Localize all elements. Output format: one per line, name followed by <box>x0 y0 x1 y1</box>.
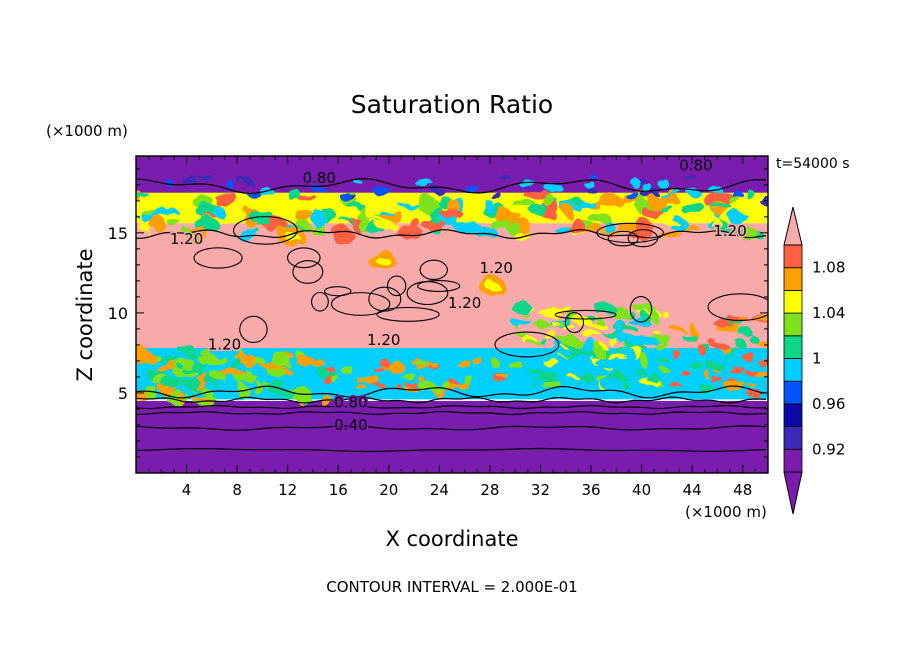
x-axis-label: X coordinate <box>385 527 518 551</box>
colorbar-under-arrow <box>783 471 803 515</box>
contour-label: 0.40 <box>334 416 367 434</box>
colorbar-swatch <box>783 380 803 405</box>
y-axis-label: Z coordinate <box>73 248 97 381</box>
contour-label: 0.80 <box>334 393 367 411</box>
x-tick-label: 32 <box>531 481 550 499</box>
contour-label: 0.80 <box>679 156 712 174</box>
y-tick-label: 5 <box>118 384 128 403</box>
x-tick-label: 36 <box>581 481 600 499</box>
contour-labels: 0.80 0.80 1.20 1.20 1.20 1.20 1.20 1.20 0.80 0.40 <box>168 155 748 435</box>
x-tick-label: 24 <box>430 481 449 499</box>
colorbar-label: 1.04 <box>812 304 845 322</box>
colorbar-label: 1.08 <box>812 259 845 277</box>
x-tick-label: 44 <box>683 481 702 499</box>
colorbar-label: 0.96 <box>812 395 845 413</box>
contour-interval-note: CONTOUR INTERVAL = 2.000E-01 <box>326 578 577 596</box>
colorbar-swatch <box>783 335 803 359</box>
colorbar-swatch <box>783 448 803 473</box>
contour-label: 1.20 <box>713 222 746 240</box>
x-tick-label: 8 <box>232 481 242 499</box>
time-label: t=54000 s <box>776 156 850 172</box>
colorbar-swatch <box>783 426 803 450</box>
colorbar-label: 1 <box>812 350 822 368</box>
x-tick-label: 4 <box>182 481 192 499</box>
contour-label: 1.20 <box>208 336 241 354</box>
contour-label: 1.20 <box>367 331 400 349</box>
x-tick-label: 48 <box>733 481 752 499</box>
y-tick-label: 15 <box>108 224 128 243</box>
colorbar-swatch <box>783 244 803 269</box>
contour-lines <box>136 177 768 453</box>
contour-label: 1.20 <box>480 259 513 277</box>
colorbar-swatch <box>783 403 803 427</box>
colorbar-swatch <box>783 289 803 314</box>
colorbar: 0.92 0.96 1 1.04 1.08 <box>783 206 845 515</box>
x-tick-label: 28 <box>480 481 499 499</box>
colorbar-label: 0.92 <box>812 440 845 458</box>
colorbar-over-arrow <box>783 206 803 246</box>
region-upper-dry <box>136 156 768 193</box>
x-tick-label: 20 <box>379 481 398 499</box>
colorbar-swatch <box>783 358 803 382</box>
chart-title: Saturation Ratio <box>351 90 553 119</box>
turbulence-texture <box>136 174 768 407</box>
x-tick-label: 16 <box>329 481 348 499</box>
x-unit-label: (×1000 m) <box>685 503 767 521</box>
colorbar-swatch <box>783 312 803 337</box>
y-axis: 5 10 15 <box>108 168 768 458</box>
colorbar-swatch <box>783 267 803 291</box>
contour-label: 1.20 <box>170 230 203 248</box>
plot-area <box>136 156 768 473</box>
x-tick-label: 12 <box>278 481 297 499</box>
x-axis: 4 8 12 16 20 24 28 32 36 40 44 48 <box>148 156 756 499</box>
y-tick-label: 10 <box>108 304 128 323</box>
contour-label: 1.20 <box>448 294 481 312</box>
contour-label: 0.80 <box>303 169 336 187</box>
y-unit-label: (×1000 m) <box>46 122 128 140</box>
x-tick-label: 40 <box>632 481 651 499</box>
